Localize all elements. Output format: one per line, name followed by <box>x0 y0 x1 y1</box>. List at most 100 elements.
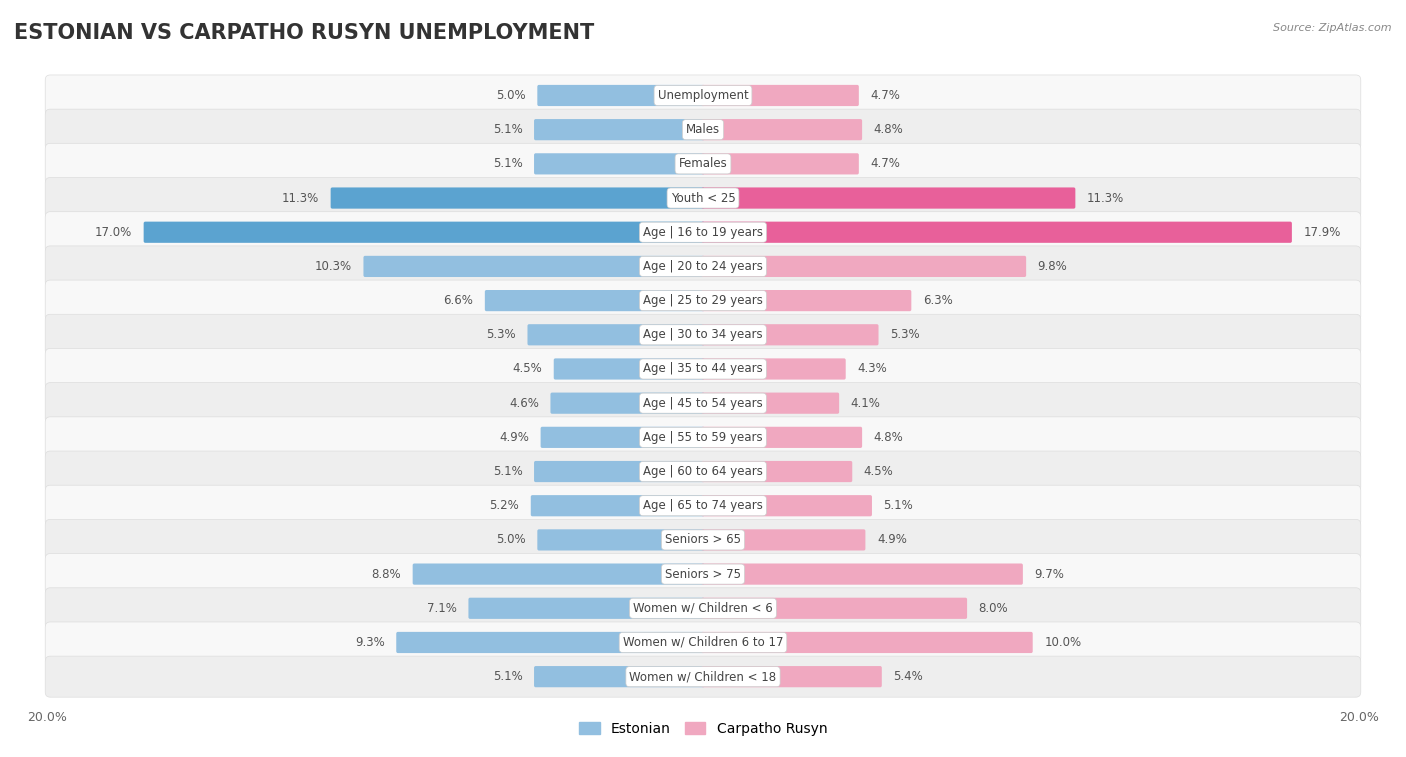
Text: 17.9%: 17.9% <box>1303 226 1341 238</box>
Text: 10.0%: 10.0% <box>1045 636 1081 649</box>
Text: 10.3%: 10.3% <box>315 260 352 273</box>
Text: Age | 35 to 44 years: Age | 35 to 44 years <box>643 363 763 375</box>
Text: Age | 20 to 24 years: Age | 20 to 24 years <box>643 260 763 273</box>
FancyBboxPatch shape <box>45 246 1361 287</box>
Text: Age | 25 to 29 years: Age | 25 to 29 years <box>643 294 763 307</box>
FancyBboxPatch shape <box>702 393 839 414</box>
Text: Age | 60 to 64 years: Age | 60 to 64 years <box>643 465 763 478</box>
FancyBboxPatch shape <box>702 222 1292 243</box>
FancyBboxPatch shape <box>396 632 704 653</box>
FancyBboxPatch shape <box>45 622 1361 663</box>
Text: 5.1%: 5.1% <box>494 465 523 478</box>
Text: 5.0%: 5.0% <box>496 534 526 547</box>
FancyBboxPatch shape <box>45 656 1361 697</box>
FancyBboxPatch shape <box>702 290 911 311</box>
Text: 11.3%: 11.3% <box>1087 192 1123 204</box>
Text: 4.5%: 4.5% <box>863 465 893 478</box>
FancyBboxPatch shape <box>45 280 1361 321</box>
FancyBboxPatch shape <box>702 324 879 345</box>
Text: Age | 55 to 59 years: Age | 55 to 59 years <box>643 431 763 444</box>
Text: Source: ZipAtlas.com: Source: ZipAtlas.com <box>1274 23 1392 33</box>
FancyBboxPatch shape <box>702 529 866 550</box>
FancyBboxPatch shape <box>485 290 704 311</box>
FancyBboxPatch shape <box>363 256 704 277</box>
Text: 4.8%: 4.8% <box>873 123 903 136</box>
FancyBboxPatch shape <box>143 222 704 243</box>
FancyBboxPatch shape <box>554 358 704 379</box>
Text: 5.1%: 5.1% <box>494 123 523 136</box>
FancyBboxPatch shape <box>534 666 704 687</box>
FancyBboxPatch shape <box>45 178 1361 219</box>
Text: 5.2%: 5.2% <box>489 499 519 512</box>
FancyBboxPatch shape <box>702 188 1076 209</box>
FancyBboxPatch shape <box>702 256 1026 277</box>
Text: 5.1%: 5.1% <box>494 670 523 683</box>
Text: 11.3%: 11.3% <box>283 192 319 204</box>
FancyBboxPatch shape <box>537 529 704 550</box>
FancyBboxPatch shape <box>45 143 1361 185</box>
Text: Age | 30 to 34 years: Age | 30 to 34 years <box>643 329 763 341</box>
Text: 9.3%: 9.3% <box>356 636 385 649</box>
FancyBboxPatch shape <box>45 382 1361 424</box>
FancyBboxPatch shape <box>534 461 704 482</box>
Text: Seniors > 75: Seniors > 75 <box>665 568 741 581</box>
FancyBboxPatch shape <box>702 119 862 140</box>
Text: Women w/ Children < 18: Women w/ Children < 18 <box>630 670 776 683</box>
Text: Females: Females <box>679 157 727 170</box>
FancyBboxPatch shape <box>45 417 1361 458</box>
Text: Women w/ Children < 6: Women w/ Children < 6 <box>633 602 773 615</box>
FancyBboxPatch shape <box>413 563 704 584</box>
Text: Seniors > 65: Seniors > 65 <box>665 534 741 547</box>
FancyBboxPatch shape <box>702 153 859 174</box>
FancyBboxPatch shape <box>45 587 1361 629</box>
Text: 4.7%: 4.7% <box>870 89 900 102</box>
Legend: Estonian, Carpatho Rusyn: Estonian, Carpatho Rusyn <box>574 716 832 742</box>
FancyBboxPatch shape <box>534 153 704 174</box>
Text: 5.3%: 5.3% <box>890 329 920 341</box>
Text: 6.6%: 6.6% <box>443 294 474 307</box>
Text: Women w/ Children 6 to 17: Women w/ Children 6 to 17 <box>623 636 783 649</box>
Text: 7.1%: 7.1% <box>427 602 457 615</box>
Text: 9.8%: 9.8% <box>1038 260 1067 273</box>
Text: Age | 65 to 74 years: Age | 65 to 74 years <box>643 499 763 512</box>
Text: 4.6%: 4.6% <box>509 397 538 410</box>
FancyBboxPatch shape <box>527 324 704 345</box>
FancyBboxPatch shape <box>45 75 1361 116</box>
Text: Unemployment: Unemployment <box>658 89 748 102</box>
Text: Age | 16 to 19 years: Age | 16 to 19 years <box>643 226 763 238</box>
FancyBboxPatch shape <box>702 85 859 106</box>
Text: Age | 45 to 54 years: Age | 45 to 54 years <box>643 397 763 410</box>
FancyBboxPatch shape <box>702 563 1024 584</box>
Text: 4.9%: 4.9% <box>499 431 529 444</box>
Text: 4.8%: 4.8% <box>873 431 903 444</box>
FancyBboxPatch shape <box>540 427 704 448</box>
FancyBboxPatch shape <box>45 348 1361 390</box>
Text: 5.4%: 5.4% <box>893 670 922 683</box>
Text: 8.8%: 8.8% <box>371 568 401 581</box>
Text: 4.3%: 4.3% <box>858 363 887 375</box>
Text: 6.3%: 6.3% <box>922 294 952 307</box>
FancyBboxPatch shape <box>702 632 1032 653</box>
Text: 5.3%: 5.3% <box>486 329 516 341</box>
Text: 8.0%: 8.0% <box>979 602 1008 615</box>
Text: 4.5%: 4.5% <box>513 363 543 375</box>
Text: 9.7%: 9.7% <box>1035 568 1064 581</box>
FancyBboxPatch shape <box>702 461 852 482</box>
FancyBboxPatch shape <box>531 495 704 516</box>
FancyBboxPatch shape <box>702 598 967 619</box>
FancyBboxPatch shape <box>45 314 1361 355</box>
Text: 5.0%: 5.0% <box>496 89 526 102</box>
FancyBboxPatch shape <box>702 495 872 516</box>
Text: 4.7%: 4.7% <box>870 157 900 170</box>
FancyBboxPatch shape <box>702 666 882 687</box>
FancyBboxPatch shape <box>45 485 1361 526</box>
FancyBboxPatch shape <box>45 553 1361 594</box>
Text: 5.1%: 5.1% <box>883 499 912 512</box>
FancyBboxPatch shape <box>551 393 704 414</box>
Text: 4.9%: 4.9% <box>877 534 907 547</box>
Text: Youth < 25: Youth < 25 <box>671 192 735 204</box>
Text: 4.1%: 4.1% <box>851 397 880 410</box>
FancyBboxPatch shape <box>45 519 1361 560</box>
FancyBboxPatch shape <box>702 427 862 448</box>
Text: ESTONIAN VS CARPATHO RUSYN UNEMPLOYMENT: ESTONIAN VS CARPATHO RUSYN UNEMPLOYMENT <box>14 23 595 42</box>
